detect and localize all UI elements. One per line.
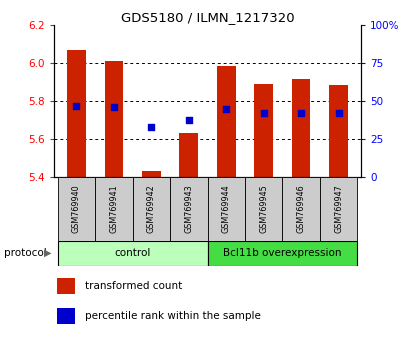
- Point: [148, 124, 155, 130]
- Bar: [170, 177, 208, 241]
- Bar: [320, 177, 357, 241]
- Bar: [58, 241, 208, 266]
- Text: control: control: [115, 248, 151, 258]
- Bar: [282, 177, 320, 241]
- Text: GSM769946: GSM769946: [297, 184, 305, 233]
- Bar: [292, 79, 310, 177]
- Point: [223, 107, 229, 112]
- Point: [298, 110, 305, 116]
- Text: percentile rank within the sample: percentile rank within the sample: [85, 310, 261, 321]
- Point: [186, 117, 192, 123]
- Bar: [217, 66, 236, 177]
- Bar: [58, 177, 95, 241]
- Bar: [133, 177, 170, 241]
- Bar: [329, 85, 348, 177]
- Text: GSM769944: GSM769944: [222, 184, 231, 233]
- Text: Bcl11b overexpression: Bcl11b overexpression: [223, 248, 342, 258]
- Bar: [57, 308, 76, 324]
- Bar: [105, 61, 123, 177]
- Point: [110, 104, 117, 109]
- Bar: [179, 133, 198, 177]
- Bar: [57, 278, 76, 294]
- Bar: [245, 177, 282, 241]
- Point: [73, 103, 80, 108]
- Bar: [142, 171, 161, 177]
- Bar: [67, 51, 86, 177]
- Text: GSM769947: GSM769947: [334, 184, 343, 233]
- Text: GSM769940: GSM769940: [72, 184, 81, 233]
- Point: [260, 110, 267, 116]
- Point: [335, 110, 342, 116]
- Text: protocol: protocol: [4, 248, 47, 258]
- Bar: [254, 84, 273, 177]
- Text: transformed count: transformed count: [85, 281, 182, 291]
- Text: ▶: ▶: [44, 248, 51, 258]
- Bar: [95, 177, 133, 241]
- Text: GSM769945: GSM769945: [259, 184, 268, 233]
- Text: GSM769942: GSM769942: [147, 184, 156, 233]
- Bar: [208, 241, 357, 266]
- Bar: [208, 177, 245, 241]
- Text: GSM769943: GSM769943: [184, 184, 193, 233]
- Text: GSM769941: GSM769941: [110, 184, 118, 233]
- Title: GDS5180 / ILMN_1217320: GDS5180 / ILMN_1217320: [121, 11, 294, 24]
